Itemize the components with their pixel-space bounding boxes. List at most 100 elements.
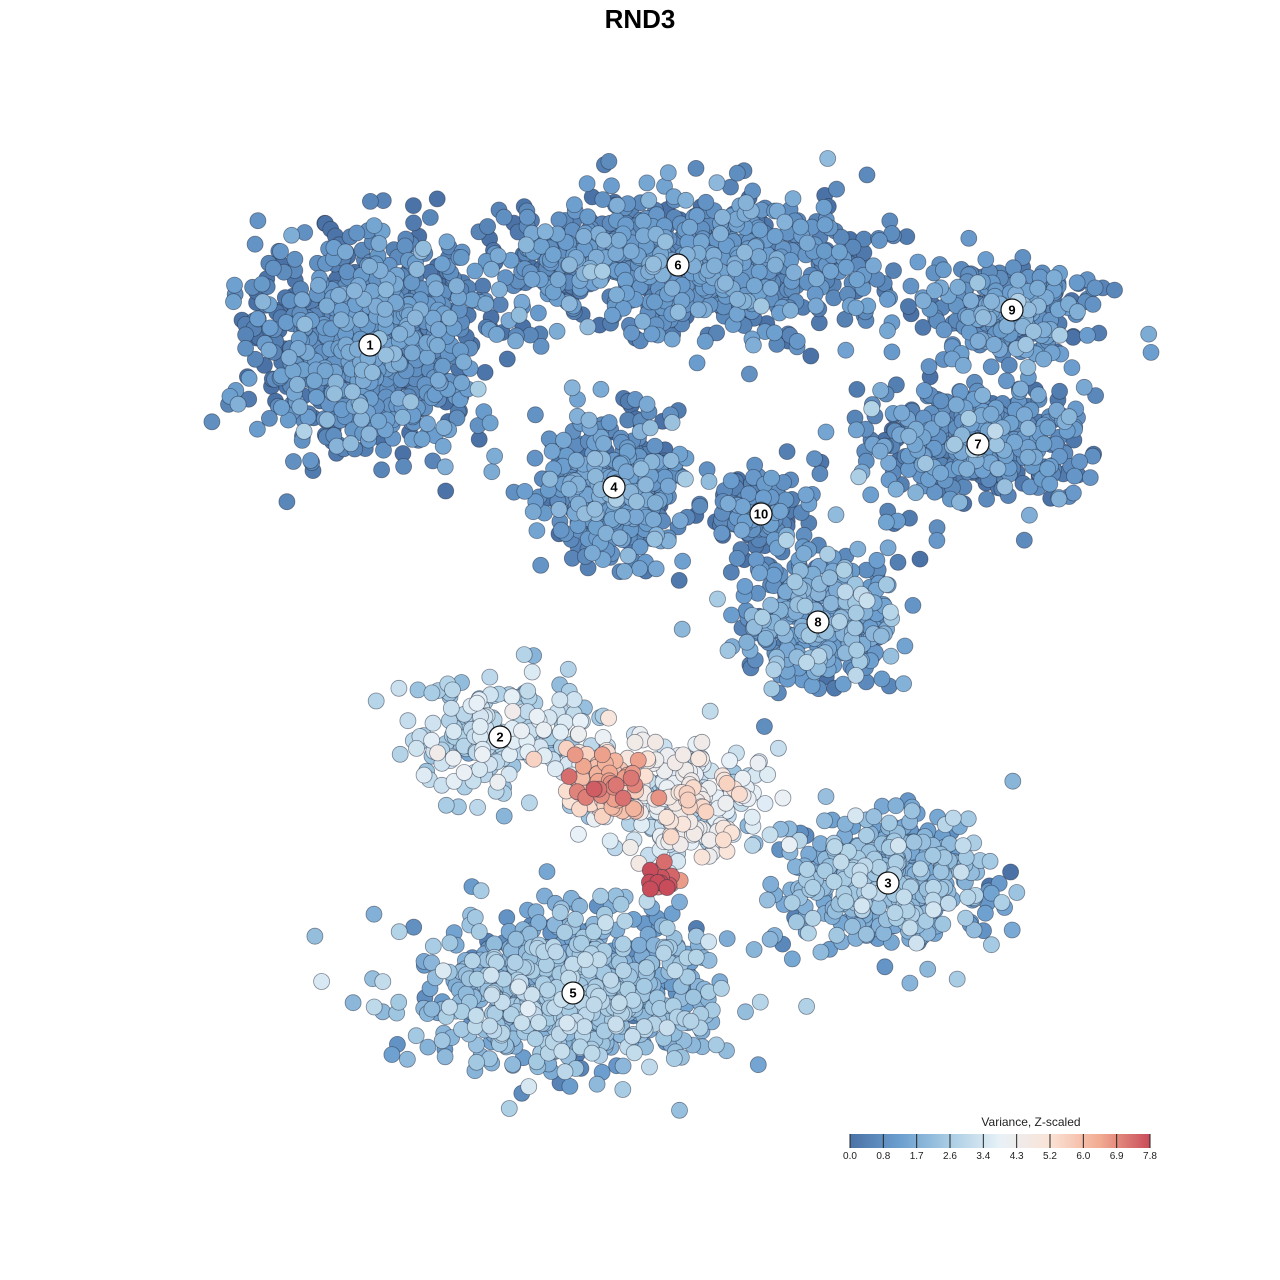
data-point — [453, 1021, 471, 1038]
data-point — [390, 993, 408, 1011]
data-point — [438, 233, 456, 251]
data-point — [376, 300, 394, 318]
data-point — [807, 297, 825, 315]
data-point — [396, 237, 414, 255]
data-point — [784, 190, 802, 208]
data-point — [952, 863, 970, 881]
data-point — [902, 277, 920, 295]
data-point — [1060, 408, 1078, 426]
data-point — [756, 718, 773, 735]
data-point — [962, 292, 980, 310]
data-point — [1071, 453, 1088, 471]
data-point — [530, 304, 547, 322]
data-point — [847, 421, 865, 439]
data-point — [665, 1050, 683, 1067]
data-point — [635, 977, 653, 995]
data-point — [506, 954, 524, 971]
data-point — [595, 435, 613, 453]
data-point — [763, 469, 780, 487]
data-point — [1068, 274, 1086, 292]
data-point — [332, 311, 350, 329]
data-point — [837, 258, 855, 276]
data-point — [646, 530, 663, 548]
data-point — [763, 680, 781, 698]
data-point — [935, 321, 953, 339]
data-point — [688, 354, 706, 372]
data-point — [532, 556, 550, 574]
data-point — [373, 461, 391, 479]
data-point — [901, 974, 919, 992]
data-point — [398, 1050, 416, 1068]
data-point — [628, 493, 645, 511]
data-point — [954, 356, 972, 374]
data-point — [498, 350, 516, 368]
data-point — [264, 259, 282, 277]
data-point — [848, 271, 866, 289]
data-point — [1050, 490, 1068, 508]
data-point — [788, 913, 805, 931]
data-point — [808, 270, 825, 288]
data-point — [749, 1056, 767, 1074]
data-point — [993, 894, 1011, 911]
data-point — [374, 973, 392, 990]
data-point — [523, 270, 541, 288]
data-point — [498, 909, 516, 926]
data-point — [751, 564, 768, 582]
data-point — [466, 262, 484, 280]
data-point — [528, 522, 546, 539]
data-point — [932, 464, 949, 482]
data-point — [517, 236, 535, 254]
data-point — [367, 692, 385, 710]
data-point — [440, 998, 458, 1016]
data-point — [614, 1081, 632, 1098]
data-point — [850, 468, 868, 486]
data-point — [708, 174, 726, 192]
data-point — [553, 1042, 571, 1060]
data-point — [641, 419, 659, 437]
data-point — [1069, 303, 1086, 321]
data-point — [765, 566, 783, 584]
data-point — [555, 431, 572, 449]
data-point — [847, 299, 865, 317]
data-point — [900, 427, 918, 445]
data-point — [858, 592, 876, 610]
data-point — [579, 208, 597, 226]
data-point — [713, 980, 730, 997]
data-point — [486, 447, 504, 465]
data-point — [488, 326, 506, 343]
data-point — [337, 243, 354, 261]
data-point — [903, 802, 921, 820]
data-point — [761, 826, 779, 844]
data-point — [575, 228, 593, 245]
data-point — [944, 809, 962, 827]
data-point — [879, 322, 896, 340]
data-point — [783, 894, 801, 912]
data-point — [288, 376, 306, 393]
data-point — [616, 563, 633, 580]
data-point — [1000, 356, 1018, 374]
data-point — [783, 950, 801, 968]
data-point — [954, 837, 972, 854]
data-point — [1051, 382, 1068, 400]
data-point — [600, 152, 618, 170]
data-point — [846, 619, 864, 637]
data-point — [403, 344, 421, 362]
data-point — [1086, 279, 1104, 297]
data-point — [560, 480, 578, 498]
data-point — [437, 796, 455, 814]
data-point — [370, 235, 388, 252]
data-point — [689, 301, 707, 319]
data-point — [433, 1032, 451, 1049]
data-point — [803, 677, 821, 695]
data-point — [935, 261, 952, 279]
data-point — [579, 318, 597, 336]
data-point — [882, 647, 900, 665]
data-point — [917, 455, 934, 472]
data-point — [344, 994, 362, 1012]
data-point — [580, 411, 598, 429]
data-point — [674, 552, 691, 570]
data-point — [423, 684, 441, 702]
data-point — [405, 918, 423, 936]
data-point — [886, 904, 904, 922]
data-point — [827, 506, 845, 524]
